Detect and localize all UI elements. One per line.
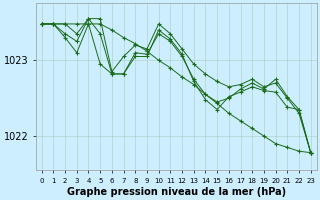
X-axis label: Graphe pression niveau de la mer (hPa): Graphe pression niveau de la mer (hPa) [67,187,286,197]
